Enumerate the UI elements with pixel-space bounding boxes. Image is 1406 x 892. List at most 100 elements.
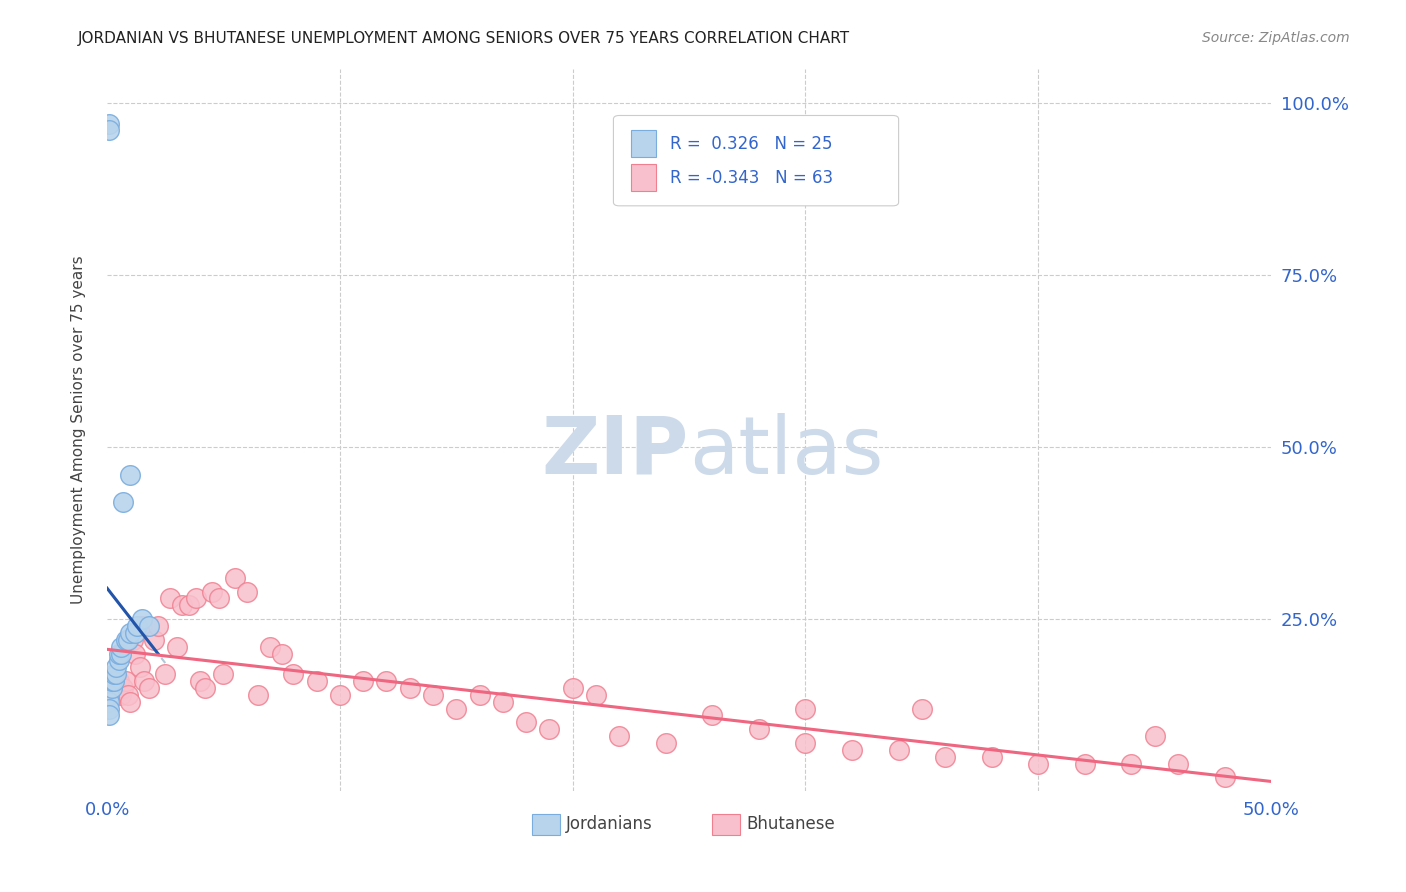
Point bbox=[107, 647, 129, 661]
FancyBboxPatch shape bbox=[631, 164, 657, 192]
Point bbox=[259, 640, 281, 654]
Point bbox=[105, 681, 128, 695]
Point bbox=[107, 653, 129, 667]
Point bbox=[446, 701, 468, 715]
Point bbox=[100, 674, 122, 689]
FancyBboxPatch shape bbox=[613, 115, 898, 206]
Text: ZIP: ZIP bbox=[541, 412, 689, 491]
Point bbox=[117, 688, 139, 702]
Point bbox=[134, 674, 156, 689]
Point bbox=[120, 695, 142, 709]
Point bbox=[224, 571, 246, 585]
Point bbox=[170, 599, 193, 613]
Point bbox=[305, 674, 328, 689]
Point bbox=[911, 701, 934, 715]
Point bbox=[98, 123, 121, 137]
Point bbox=[138, 681, 160, 695]
Point bbox=[98, 688, 121, 702]
Point bbox=[538, 723, 561, 737]
Point bbox=[212, 667, 235, 681]
Point bbox=[131, 619, 153, 633]
Point bbox=[1167, 756, 1189, 771]
Point bbox=[98, 117, 121, 131]
Point bbox=[655, 736, 678, 750]
Point bbox=[887, 743, 910, 757]
Point bbox=[100, 681, 122, 695]
Point bbox=[117, 632, 139, 647]
Point bbox=[794, 701, 817, 715]
Point bbox=[422, 688, 444, 702]
Point bbox=[124, 647, 146, 661]
Point bbox=[201, 584, 224, 599]
Text: JORDANIAN VS BHUTANESE UNEMPLOYMENT AMONG SENIORS OVER 75 YEARS CORRELATION CHAR: JORDANIAN VS BHUTANESE UNEMPLOYMENT AMON… bbox=[77, 31, 849, 46]
Point bbox=[236, 584, 259, 599]
Point bbox=[585, 688, 607, 702]
Point bbox=[159, 591, 181, 606]
Point bbox=[105, 667, 128, 681]
Point bbox=[142, 632, 165, 647]
Point bbox=[105, 660, 128, 674]
Point bbox=[1213, 771, 1236, 785]
Point bbox=[155, 667, 177, 681]
Point bbox=[112, 681, 135, 695]
Point bbox=[98, 701, 121, 715]
Text: Source: ZipAtlas.com: Source: ZipAtlas.com bbox=[1202, 31, 1350, 45]
Point bbox=[138, 619, 160, 633]
Point bbox=[107, 674, 129, 689]
Point bbox=[270, 647, 292, 661]
Point bbox=[124, 626, 146, 640]
Text: Jordanians: Jordanians bbox=[565, 815, 652, 833]
Point bbox=[492, 695, 515, 709]
Text: atlas: atlas bbox=[689, 412, 883, 491]
Point bbox=[103, 667, 125, 681]
FancyBboxPatch shape bbox=[713, 814, 741, 835]
Point bbox=[329, 688, 352, 702]
Point bbox=[398, 681, 420, 695]
Point bbox=[702, 708, 724, 723]
Point bbox=[841, 743, 863, 757]
FancyBboxPatch shape bbox=[531, 814, 560, 835]
Point bbox=[103, 688, 125, 702]
Point bbox=[166, 640, 188, 654]
Point bbox=[114, 674, 136, 689]
Point bbox=[110, 688, 132, 702]
Point bbox=[114, 632, 136, 647]
Point bbox=[112, 495, 135, 509]
Point bbox=[128, 660, 150, 674]
Point bbox=[247, 688, 270, 702]
Point bbox=[468, 688, 491, 702]
Point bbox=[188, 674, 211, 689]
Text: Bhutanese: Bhutanese bbox=[747, 815, 835, 833]
Point bbox=[120, 626, 142, 640]
Point bbox=[98, 695, 121, 709]
Y-axis label: Unemployment Among Seniors over 75 years: Unemployment Among Seniors over 75 years bbox=[72, 255, 86, 604]
Point bbox=[607, 729, 630, 743]
Point bbox=[1074, 756, 1097, 771]
Point bbox=[110, 640, 132, 654]
Point bbox=[1121, 756, 1143, 771]
Point bbox=[177, 599, 200, 613]
Point bbox=[120, 467, 142, 482]
Point bbox=[103, 674, 125, 689]
Point bbox=[1026, 756, 1049, 771]
Point bbox=[98, 708, 121, 723]
Text: R =  0.326   N = 25: R = 0.326 N = 25 bbox=[671, 135, 832, 153]
Point bbox=[1143, 729, 1166, 743]
Point bbox=[131, 612, 153, 626]
Point bbox=[148, 619, 170, 633]
Point bbox=[794, 736, 817, 750]
Point bbox=[184, 591, 207, 606]
Point bbox=[208, 591, 231, 606]
Point bbox=[748, 723, 770, 737]
FancyBboxPatch shape bbox=[631, 130, 657, 157]
Point bbox=[121, 632, 143, 647]
Point bbox=[561, 681, 583, 695]
Point bbox=[110, 647, 132, 661]
Point bbox=[934, 749, 956, 764]
Point bbox=[515, 715, 537, 730]
Point bbox=[375, 674, 398, 689]
Point bbox=[127, 619, 149, 633]
Point bbox=[283, 667, 305, 681]
Text: R = -0.343   N = 63: R = -0.343 N = 63 bbox=[671, 169, 834, 186]
Point bbox=[194, 681, 217, 695]
